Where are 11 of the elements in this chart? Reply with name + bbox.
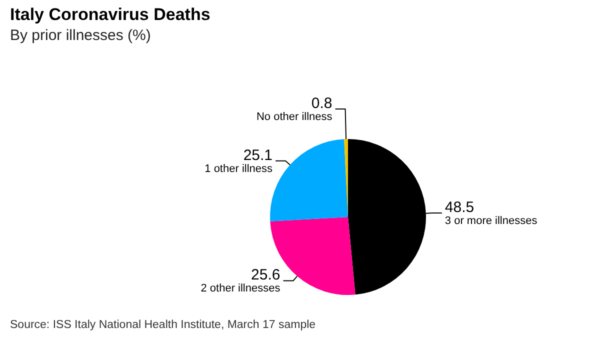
data-label: 48.5 — [444, 199, 474, 216]
data-label: 25.6 — [251, 266, 280, 284]
slice-label: No other illness — [256, 111, 333, 124]
data-label: 0.8 — [311, 95, 332, 112]
slice-label: 1 other illness — [204, 162, 274, 175]
chart-title: Italy Coronavirus Deaths — [10, 5, 210, 25]
data-label: 25.1 — [243, 146, 273, 164]
slice-label: 2 other illnesses — [200, 282, 281, 295]
source-note: Source: ISS Italy National Health Institute, March 17 sample — [10, 319, 316, 331]
slice-label: 3 or more illnesses — [444, 215, 538, 228]
text: By prior illnesses (%) — [10, 27, 151, 44]
